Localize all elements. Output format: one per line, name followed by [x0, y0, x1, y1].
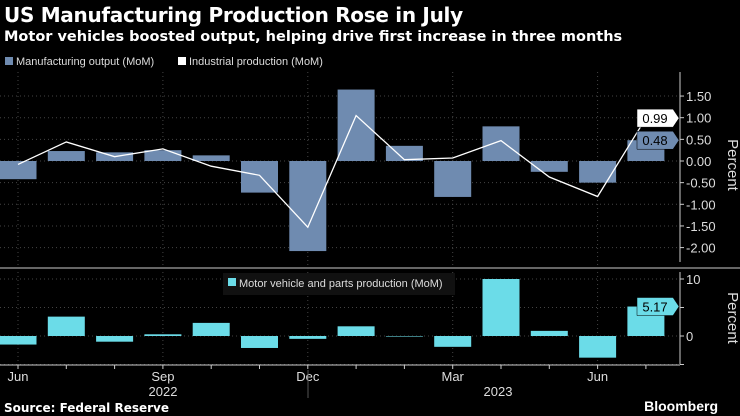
legend-box: [223, 273, 455, 295]
legend-swatch-motor-vehicle: [228, 278, 236, 286]
bar-manufacturing: [530, 161, 568, 172]
bar-manufacturing: [144, 150, 182, 161]
x-year-label: 2022: [149, 384, 178, 399]
y-tick-label: -0.50: [686, 176, 716, 191]
last-value-industrial: 0.99: [642, 111, 667, 126]
bar-manufacturing: [192, 155, 230, 161]
bar-motor-vehicle: [385, 336, 423, 337]
bar-motor-vehicle: [0, 336, 37, 345]
bar-motor-vehicle: [337, 326, 375, 336]
x-tick-label: Jun: [587, 369, 608, 384]
x-tick-label: Jun: [8, 369, 29, 384]
y-tick-label: 10: [686, 272, 700, 287]
y-axis-title: Percent: [724, 139, 740, 192]
source-note: Source: Federal Reserve: [4, 401, 169, 415]
bar-manufacturing: [241, 161, 278, 193]
bar-motor-vehicle: [434, 336, 472, 347]
x-tick-label: Mar: [442, 369, 465, 384]
last-value-manufacturing-bg: [636, 130, 680, 150]
legend-label-manufacturing: Manufacturing output (MoM): [16, 56, 154, 68]
bar-motor-vehicle: [482, 279, 520, 336]
bar-manufacturing: [0, 161, 37, 180]
bar-manufacturing: [289, 161, 327, 252]
bar-motor-vehicle: [530, 330, 568, 336]
last-value-motor-vehicle: 5.17: [642, 300, 667, 315]
legend-label-motor-vehicle: Motor vehicle and parts production (MoM): [239, 278, 443, 290]
y-tick-label: 0: [686, 329, 693, 344]
legend-swatch-manufacturing: [5, 57, 13, 65]
legend-label-industrial: Industrial production (MoM): [189, 56, 323, 68]
bar-manufacturing: [337, 89, 375, 161]
y-tick-label: 0.00: [686, 154, 711, 169]
legend-swatch-industrial: [178, 57, 186, 65]
bar-manufacturing: [579, 161, 617, 183]
last-value-manufacturing: 0.48: [642, 133, 667, 148]
bar-manufacturing: [47, 151, 85, 161]
y-tick-label: 1.00: [686, 111, 711, 126]
last-value-motor-vehicle-bg: [636, 297, 680, 316]
y-axis-title: Percent: [724, 292, 740, 345]
bar-motor-vehicle: [579, 336, 617, 358]
bar-motor-vehicle: [241, 336, 278, 348]
line-industrial-production: [17, 114, 647, 229]
y-tick-label: 1.50: [686, 89, 711, 104]
y-tick-label: -1.00: [686, 197, 716, 212]
y-tick-label: -2.00: [686, 241, 716, 256]
bloomberg-logo: Bloomberg: [644, 398, 718, 414]
bar-motor-vehicle: [47, 316, 85, 336]
last-value-industrial-bg: [636, 108, 680, 128]
y-tick-label: 0.50: [686, 132, 711, 147]
bar-manufacturing: [434, 161, 472, 197]
x-year-label: 2023: [484, 384, 513, 399]
chart-title: US Manufacturing Production Rose in July: [4, 3, 463, 27]
x-tick-label: Sep: [151, 369, 174, 384]
bar-manufacturing: [385, 145, 423, 161]
bar-manufacturing: [482, 126, 520, 161]
chart-subtitle: Motor vehicles boosted output, helping d…: [4, 29, 623, 45]
y-tick-label: -1.50: [686, 219, 716, 234]
bar-motor-vehicle: [192, 322, 230, 336]
bar-motor-vehicle: [144, 334, 182, 336]
bar-motor-vehicle: [289, 336, 327, 339]
bar-motor-vehicle: [96, 336, 134, 342]
